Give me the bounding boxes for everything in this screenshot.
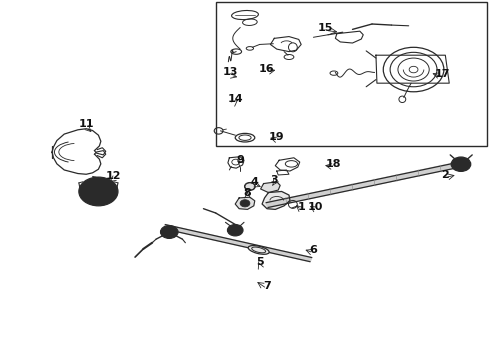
Ellipse shape — [248, 246, 269, 254]
Circle shape — [451, 157, 471, 171]
Text: 17: 17 — [435, 69, 451, 79]
Polygon shape — [235, 197, 255, 210]
Text: 12: 12 — [105, 171, 121, 181]
Circle shape — [160, 226, 178, 238]
Polygon shape — [266, 161, 464, 207]
Circle shape — [240, 200, 250, 207]
Text: 16: 16 — [259, 64, 275, 74]
Bar — [216, 3, 487, 146]
Text: 8: 8 — [244, 188, 251, 198]
Text: 18: 18 — [325, 159, 341, 169]
Text: 2: 2 — [441, 170, 449, 180]
Text: 5: 5 — [256, 257, 264, 267]
Circle shape — [79, 177, 118, 206]
Text: 3: 3 — [270, 175, 278, 185]
Text: 14: 14 — [227, 94, 243, 104]
Text: 7: 7 — [263, 281, 271, 291]
Text: 15: 15 — [318, 23, 333, 33]
Text: 13: 13 — [222, 67, 238, 77]
Text: 11: 11 — [78, 120, 94, 129]
Text: 4: 4 — [251, 177, 259, 187]
Text: 6: 6 — [310, 245, 318, 255]
Text: 9: 9 — [236, 155, 244, 165]
Circle shape — [227, 225, 243, 236]
Text: 1: 1 — [297, 202, 305, 212]
Text: 19: 19 — [269, 132, 285, 142]
Text: 10: 10 — [308, 202, 323, 212]
Polygon shape — [261, 182, 280, 193]
Polygon shape — [262, 192, 290, 210]
Ellipse shape — [245, 183, 255, 190]
Polygon shape — [164, 225, 312, 262]
